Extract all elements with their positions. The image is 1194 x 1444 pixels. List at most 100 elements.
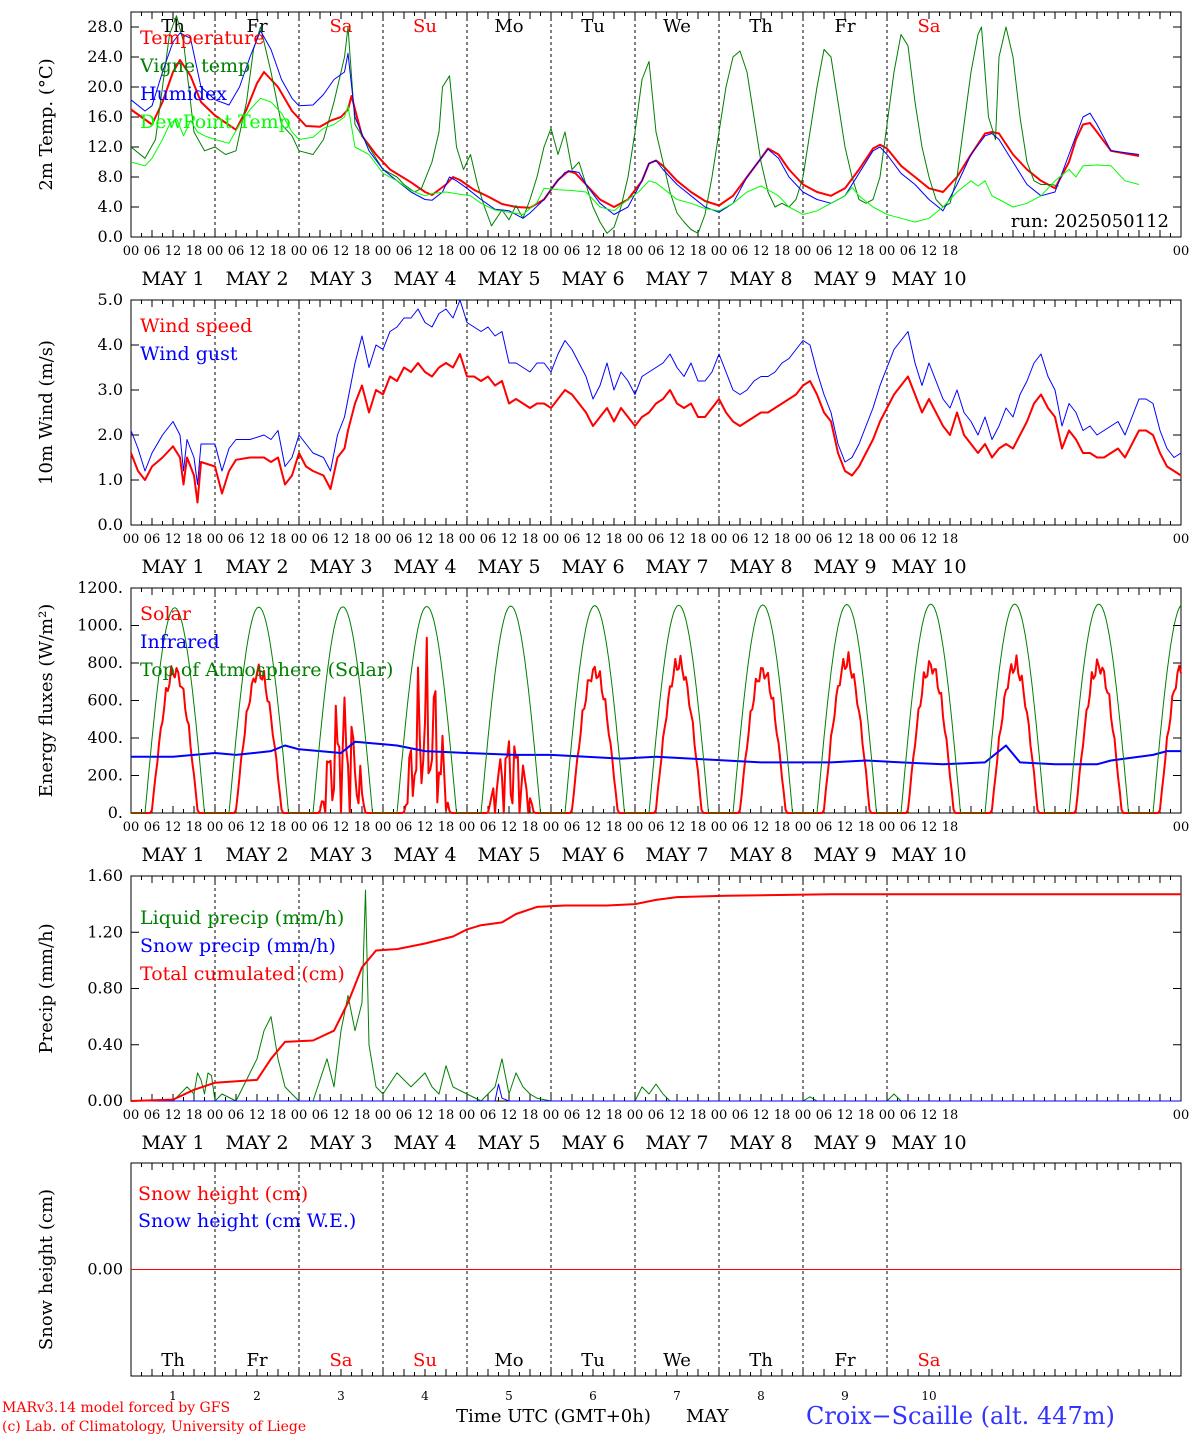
y-tick-label: 0.0 <box>98 227 123 246</box>
legend-entry: Temperature <box>140 27 264 49</box>
x-hour-label: 00 <box>1173 532 1190 547</box>
x-date-label: MAY 8 <box>729 268 792 290</box>
y-tick-label: 800. <box>87 653 123 672</box>
legend-entry: Top of Atmosphere (Solar) <box>140 659 393 681</box>
x-hour-label: 12 <box>753 244 770 259</box>
day-name-label: Th <box>161 16 185 37</box>
legend-entry: Wind speed <box>140 315 252 337</box>
legend-entry: Total cumulated (cm) <box>140 963 345 985</box>
legend-entry: DewPoint Temp <box>140 111 291 133</box>
x-hour-label: 18 <box>858 1108 875 1123</box>
day-name-label: Th <box>749 1350 773 1371</box>
x-hour-label: 18 <box>270 532 287 547</box>
x-hour-label: 06 <box>480 244 497 259</box>
day-name-label: Fr <box>246 16 267 37</box>
x-hour-label: 18 <box>522 820 539 835</box>
x-hour-label: 00 <box>543 532 560 547</box>
x-hour-label: 12 <box>501 820 518 835</box>
x-hour-label: 18 <box>354 244 371 259</box>
x-hour-label: 12 <box>585 532 602 547</box>
x-hour-label: 06 <box>396 820 413 835</box>
y-tick-label: 20.0 <box>87 77 123 96</box>
x-hour-label: 06 <box>900 1108 917 1123</box>
x-hour-label: 06 <box>732 244 749 259</box>
y-axis-label: Energy fluxes (W/m²) <box>36 604 57 798</box>
x-hour-label: 06 <box>648 820 665 835</box>
x-hour-label: 00 <box>207 1108 224 1123</box>
x-date-label: MAY 8 <box>729 1132 792 1154</box>
x-hour-label: 06 <box>816 820 833 835</box>
x-hour-label: 06 <box>228 532 245 547</box>
x-hour-label: 12 <box>669 1108 686 1123</box>
x-day-number: 9 <box>841 1389 849 1403</box>
run-label: run: 2025050112 <box>1011 211 1169 232</box>
x-hour-label: 12 <box>837 532 854 547</box>
x-date-label: MAY 4 <box>393 844 456 866</box>
x-hour-label: 00 <box>711 532 728 547</box>
x-hour-label: 00 <box>711 820 728 835</box>
x-hour-label: 18 <box>942 1108 959 1123</box>
x-day-number: 8 <box>757 1389 765 1403</box>
x-date-label: MAY 2 <box>225 556 288 578</box>
x-hour-label: 06 <box>480 1108 497 1123</box>
x-hour-label: 06 <box>396 532 413 547</box>
x-hour-label: 12 <box>669 244 686 259</box>
x-hour-label: 06 <box>648 244 665 259</box>
x-date-label: MAY 5 <box>477 1132 540 1154</box>
y-tick-label: 0.00 <box>87 1091 123 1110</box>
x-date-label: MAY 7 <box>645 556 708 578</box>
y-tick-label: 0.80 <box>87 979 123 998</box>
x-hour-label: 00 <box>207 244 224 259</box>
y-tick-label: 0.00 <box>87 1260 123 1279</box>
x-date-label: MAY 6 <box>561 1132 624 1154</box>
x-hour-label: 12 <box>753 532 770 547</box>
x-hour-label: 06 <box>732 532 749 547</box>
x-hour-label: 18 <box>270 244 287 259</box>
x-date-label: MAY 7 <box>645 268 708 290</box>
x-hour-label: 18 <box>438 1108 455 1123</box>
x-hour-label: 00 <box>375 532 392 547</box>
x-hour-label: 12 <box>921 1108 938 1123</box>
x-hour-label: 18 <box>774 244 791 259</box>
x-hour-label: 12 <box>669 532 686 547</box>
x-hour-label: 00 <box>795 532 812 547</box>
x-date-label: MAY 1 <box>141 1132 204 1154</box>
x-day-number: 1 <box>169 1389 177 1403</box>
x-hour-label: 12 <box>165 1108 182 1123</box>
x-hour-label: 18 <box>186 820 203 835</box>
x-date-label: MAY 9 <box>813 556 876 578</box>
x-hour-label: 18 <box>438 820 455 835</box>
x-hour-label: 06 <box>648 1108 665 1123</box>
series-line <box>130 299 1182 485</box>
x-hour-label: 00 <box>627 1108 644 1123</box>
x-hour-label: 06 <box>228 820 245 835</box>
x-date-label: MAY 3 <box>309 1132 372 1154</box>
day-name-label: Sa <box>917 16 940 37</box>
x-date-label: MAY 4 <box>393 556 456 578</box>
x-day-number: 10 <box>921 1389 936 1403</box>
x-hour-label: 12 <box>585 244 602 259</box>
x-hour-label: 12 <box>669 820 686 835</box>
day-name-label: Mo <box>494 16 523 37</box>
x-hour-label: 18 <box>438 244 455 259</box>
x-hour-label: 18 <box>690 532 707 547</box>
day-name-label: Su <box>413 16 437 37</box>
x-hour-label: 06 <box>312 532 329 547</box>
day-name-label: We <box>663 16 691 37</box>
x-hour-label: 18 <box>942 820 959 835</box>
x-hour-label: 12 <box>837 1108 854 1123</box>
x-day-number: 5 <box>505 1389 513 1403</box>
x-hour-label: 18 <box>270 1108 287 1123</box>
x-hour-label: 18 <box>690 1108 707 1123</box>
x-date-label: MAY 3 <box>309 556 372 578</box>
x-hour-label: 00 <box>291 532 308 547</box>
x-hour-label: 06 <box>144 820 161 835</box>
x-hour-label: 12 <box>753 1108 770 1123</box>
x-date-label: MAY 2 <box>225 268 288 290</box>
x-date-label: MAY 10 <box>891 844 966 866</box>
x-hour-label: 12 <box>417 532 434 547</box>
x-hour-label: 18 <box>522 1108 539 1123</box>
x-hour-label: 00 <box>375 244 392 259</box>
series-line <box>131 1083 1181 1102</box>
